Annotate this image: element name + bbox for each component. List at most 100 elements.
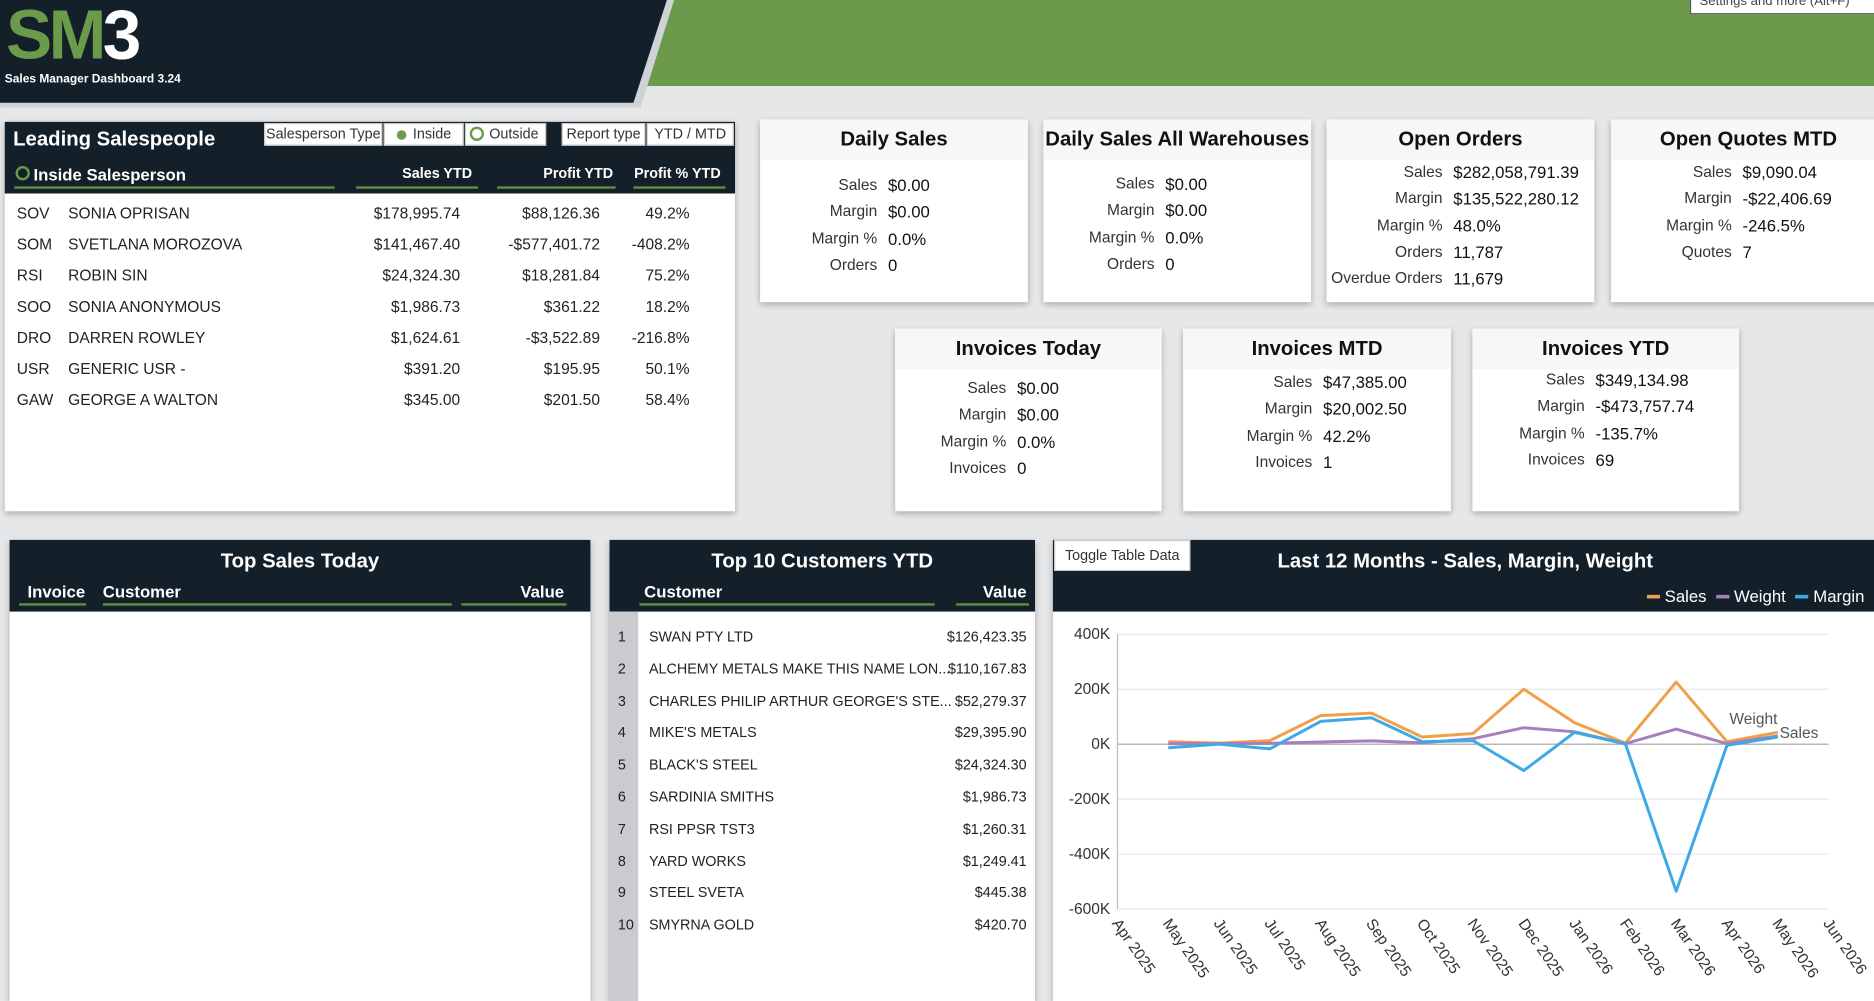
header-logo-area [0, 0, 675, 108]
card-value: -246.5% [1742, 215, 1805, 235]
column-header: Profit % YTD [634, 164, 721, 182]
toggle-button[interactable]: Toggle Table Data [1054, 539, 1191, 571]
legend-item[interactable]: Weight [1716, 584, 1786, 608]
customer-value: $110,167.83 [947, 660, 1027, 678]
sales-ytd: $1,624.61 [391, 328, 461, 347]
customer-name: SMYRNA GOLD [648, 916, 755, 934]
card-title: Open Orders [1398, 127, 1523, 151]
profit-pct: 50.1% [645, 359, 690, 378]
card-title: Invoices MTD [1251, 336, 1383, 360]
card-label: Invoices [949, 458, 1007, 477]
card-label: Sales [967, 378, 1007, 397]
x-tick-label: Mar 2026 [1667, 916, 1719, 979]
x-tick-label: Jun 2025 [1210, 916, 1261, 978]
customer-value: $29,395.90 [954, 724, 1027, 742]
salesperson-code: SOO [16, 297, 52, 316]
customer-rank: 5 [617, 756, 626, 774]
customer-name: YARD WORKS [648, 852, 746, 870]
card-label: Orders [1395, 242, 1443, 261]
customer-rank: 3 [617, 692, 626, 710]
card-value: $47,385.00 [1323, 372, 1407, 392]
card-header [1183, 328, 1451, 370]
series-annotation: Weight [1729, 711, 1778, 728]
salesperson-name: SVETLANA MOROZOVA [68, 235, 243, 254]
profit-pct: 75.2% [645, 266, 690, 285]
card-header [1611, 119, 1874, 161]
x-tick-label: Apr 2025 [1108, 916, 1158, 977]
profit-ytd: -$577,401.72 [508, 235, 600, 254]
card-label: Margin [1537, 396, 1585, 415]
legend-item[interactable]: Sales [1646, 584, 1707, 608]
salesperson-name: SONIA OPRISAN [68, 204, 190, 223]
legend-item[interactable]: Margin [1795, 584, 1864, 608]
customer-name: STEEL SVETA [648, 884, 744, 902]
header-bar [633, 0, 1874, 87]
column-underline [497, 186, 616, 189]
legend-label: Sales [1664, 586, 1707, 606]
x-tick-label: Jan 2026 [1565, 916, 1616, 978]
panel [609, 539, 1035, 1001]
sales-ytd: $391.20 [403, 359, 461, 378]
profit-pct: 18.2% [645, 297, 690, 316]
customer-rank: 7 [617, 820, 626, 838]
customer-rank: 2 [617, 660, 626, 678]
column-header: Customer [102, 581, 181, 601]
sales-ytd: $345.00 [403, 390, 461, 409]
x-tick-label: Dec 2025 [1515, 916, 1567, 980]
card-value: $9,090.04 [1742, 162, 1817, 182]
card-label: Overdue Orders [1331, 268, 1443, 287]
card-value: -$473,757.74 [1595, 396, 1695, 417]
card-label: Margin % [1666, 215, 1732, 234]
salesperson-name: SONIA ANONYMOUS [68, 297, 221, 316]
card-label: Sales [1692, 162, 1732, 181]
panel-title: Leading Salespeople [13, 127, 216, 151]
customer-value: $445.38 [974, 884, 1027, 902]
y-tick-label: -200K [1069, 791, 1111, 808]
legend-swatch [1795, 594, 1809, 598]
y-tick-label: 0K [1091, 736, 1111, 753]
card-title: Invoices YTD [1542, 336, 1670, 360]
card-label: Orders [1107, 254, 1155, 273]
report-toggle[interactable]: YTD / MTD [646, 123, 734, 146]
card-header [895, 328, 1162, 370]
column-header: Customer [644, 581, 723, 601]
profit-ytd: $201.50 [543, 390, 600, 409]
filter-label: Report type [561, 123, 646, 146]
column-underline [14, 186, 335, 189]
legend-swatch [1646, 594, 1660, 598]
customer-value: $52,279.37 [954, 692, 1027, 710]
card-label: Quotes [1681, 242, 1732, 261]
card-label: Invoices [1255, 452, 1313, 471]
profit-ytd: $18,281.84 [522, 266, 600, 285]
sales-ytd: $24,324.30 [382, 266, 461, 285]
card-value: 0 [1017, 458, 1027, 478]
column-underline [19, 603, 87, 606]
sales-ytd: $141,467.40 [373, 235, 461, 254]
card-value: $282,058,791.39 [1453, 162, 1579, 182]
profit-pct: -216.8% [631, 328, 690, 347]
radio-dot [396, 130, 407, 140]
card-label: Margin [829, 202, 878, 221]
x-tick-label: Feb 2026 [1616, 916, 1668, 979]
radio-outside[interactable]: Outside [464, 123, 547, 146]
card-label: Margin % [1376, 215, 1443, 234]
card-label: Margin [958, 405, 1007, 424]
customer-value: $1,249.41 [962, 852, 1027, 870]
x-tick-label: Sep 2025 [1362, 916, 1414, 980]
profit-pct: 49.2% [645, 204, 690, 223]
card-label: Margin % [811, 228, 878, 247]
card-label: Sales [1403, 162, 1443, 181]
card-label: Invoices [1527, 450, 1585, 469]
legend: Sales Weight Margin [1646, 584, 1864, 608]
profit-pct: 58.4% [645, 390, 690, 409]
card-title: Open Quotes MTD [1659, 127, 1838, 151]
card-label: Margin % [1246, 425, 1313, 444]
card-title: Daily Sales All Warehouses [1045, 127, 1310, 151]
radio-inside[interactable]: Inside [383, 123, 464, 146]
card-value: $0.00 [887, 202, 930, 222]
column-underline [633, 186, 726, 189]
column-underline [461, 603, 567, 606]
legend-swatch [1716, 594, 1730, 598]
customer-value: $1,986.73 [962, 788, 1027, 806]
